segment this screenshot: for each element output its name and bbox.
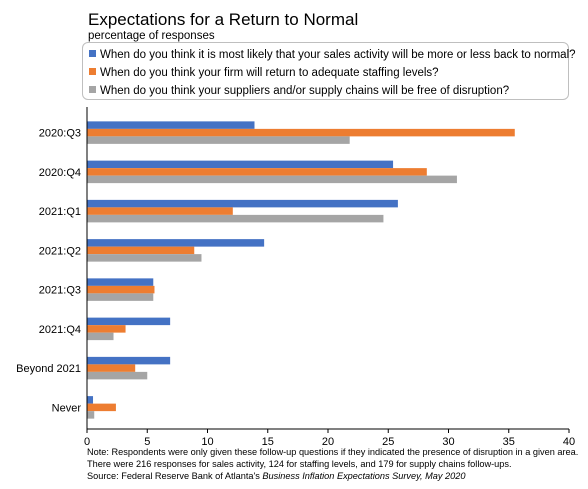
category-label: 2021:Q3: [39, 285, 81, 297]
chart-title: Expectations for a Return to Normal: [88, 10, 359, 29]
bar-2021-q4-series-2: [87, 325, 126, 333]
bar-2020-q3-series-2: [87, 128, 515, 137]
legend-item-supply: When do you think your suppliers and/or …: [89, 85, 509, 97]
x-tick-label: 5: [144, 436, 150, 448]
bar-never-series-2: [87, 403, 116, 412]
category-label: 2020:Q4: [39, 167, 81, 179]
bar-2020-q3-series-1: [87, 121, 255, 129]
category-label: 2021:Q4: [39, 324, 81, 336]
bar-2021-q4-series-1: [87, 317, 171, 326]
legend: When do you think it is most likely that…: [82, 42, 576, 100]
category-label: Never: [52, 402, 82, 414]
x-tick-label: 40: [563, 436, 575, 448]
legend-swatch-staffing: [89, 68, 96, 75]
bar-2021-q1-series-2: [87, 207, 233, 215]
bar-never-series-1: [87, 396, 94, 404]
legend-swatch-sales: [89, 50, 96, 57]
legend-label-sales: When do you think it is most likely that…: [100, 49, 576, 61]
x-tick-label: 30: [442, 436, 454, 448]
bar-never-series-3: [87, 411, 95, 419]
category-label: Beyond 2021: [16, 363, 81, 375]
category-label: 2020:Q3: [39, 128, 81, 140]
bar-2020-q3-series-3: [87, 136, 350, 144]
category-label: 2021:Q2: [39, 245, 81, 257]
bar-2021-q3-series-2: [87, 285, 155, 294]
bar-2021-q2-series-2: [87, 246, 195, 255]
bar-2021-q1-series-3: [87, 214, 384, 223]
source-prefix: Source: Federal Reserve Bank of Atlanta'…: [87, 471, 263, 481]
bar-beyond-2021-series-3: [87, 371, 148, 380]
bar-2021-q2-series-3: [87, 254, 202, 262]
x-tick-label: 0: [84, 436, 90, 448]
chart-subtitle: percentage of responses: [88, 30, 215, 42]
bar-2020-q4-series-3: [87, 175, 457, 184]
x-tick-label: 25: [382, 436, 394, 448]
bar-2021-q3-series-1: [87, 278, 154, 286]
legend-item-sales: When do you think it is most likely that…: [89, 49, 576, 61]
legend-swatch-supply: [89, 86, 96, 93]
x-tick-label: 15: [262, 436, 274, 448]
bar-2020-q4-series-1: [87, 160, 394, 169]
legend-label-supply: When do you think your suppliers and/or …: [100, 85, 510, 97]
bar-2021-q3-series-3: [87, 293, 154, 301]
bar-2021-q1-series-1: [87, 199, 398, 208]
bar-beyond-2021-series-2: [87, 364, 136, 372]
legend-label-staffing: When do you think your firm will return …: [100, 67, 439, 79]
source-title: Business Inflation Expectations Survey, …: [262, 471, 466, 481]
note-text: Note: Respondents were only given these …: [87, 447, 579, 469]
bar-beyond-2021-series-1: [87, 356, 171, 365]
x-tick-label: 35: [503, 436, 515, 448]
bar-2021-q4-series-3: [87, 332, 114, 341]
legend-item-staffing: When do you think your firm will return …: [89, 67, 439, 79]
category-label: 2021:Q1: [39, 206, 81, 218]
bar-2021-q2-series-1: [87, 239, 265, 247]
x-tick-label: 20: [322, 436, 334, 448]
bar-2020-q4-series-2: [87, 168, 427, 176]
chart-note: Note: Respondents were only given these …: [87, 446, 582, 482]
x-tick-label: 10: [201, 436, 213, 448]
